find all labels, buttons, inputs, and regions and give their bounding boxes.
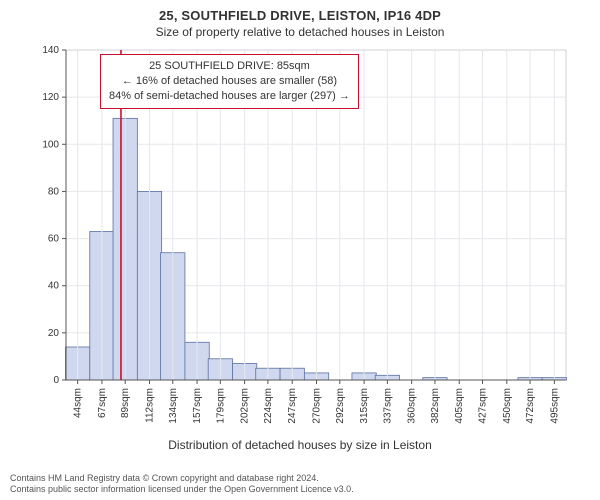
svg-text:100: 100	[42, 139, 59, 150]
svg-text:382sqm: 382sqm	[430, 388, 441, 424]
svg-text:337sqm: 337sqm	[382, 388, 393, 424]
legend-box: 25 SOUTHFIELD DRIVE: 85sqm ← 16% of deta…	[100, 54, 359, 109]
svg-text:270sqm: 270sqm	[312, 388, 323, 424]
page-title: 25, SOUTHFIELD DRIVE, LEISTON, IP16 4DP	[10, 8, 590, 23]
page-subtitle: Size of property relative to detached ho…	[10, 25, 590, 39]
legend-line-3: 84% of semi-detached houses are larger (…	[109, 89, 350, 104]
legend-line-1: 25 SOUTHFIELD DRIVE: 85sqm	[109, 59, 350, 74]
footer-line-2: Contains public sector information licen…	[10, 484, 354, 496]
svg-text:292sqm: 292sqm	[335, 388, 346, 424]
footer-line-1: Contains HM Land Registry data © Crown c…	[10, 473, 354, 485]
svg-text:112sqm: 112sqm	[145, 388, 156, 423]
svg-text:157sqm: 157sqm	[192, 388, 203, 424]
svg-text:427sqm: 427sqm	[477, 388, 488, 424]
x-axis-label: Distribution of detached houses by size …	[0, 438, 600, 452]
svg-text:224sqm: 224sqm	[263, 388, 274, 424]
svg-text:80: 80	[48, 186, 60, 197]
svg-text:405sqm: 405sqm	[454, 388, 465, 424]
svg-text:89sqm: 89sqm	[120, 388, 131, 418]
svg-text:179sqm: 179sqm	[215, 388, 226, 424]
svg-text:202sqm: 202sqm	[240, 388, 251, 424]
svg-text:360sqm: 360sqm	[407, 388, 418, 424]
svg-text:495sqm: 495sqm	[549, 388, 560, 424]
svg-text:247sqm: 247sqm	[287, 388, 298, 424]
svg-text:472sqm: 472sqm	[525, 388, 536, 424]
svg-text:120: 120	[42, 92, 59, 103]
svg-text:315sqm: 315sqm	[359, 388, 370, 424]
svg-text:0: 0	[53, 375, 59, 386]
footer-attribution: Contains HM Land Registry data © Crown c…	[10, 473, 354, 496]
svg-text:140: 140	[42, 45, 59, 56]
svg-text:20: 20	[48, 328, 60, 339]
svg-text:67sqm: 67sqm	[97, 388, 108, 418]
svg-text:450sqm: 450sqm	[502, 388, 513, 424]
svg-text:40: 40	[48, 281, 60, 292]
legend-line-2: ← 16% of detached houses are smaller (58…	[109, 74, 350, 89]
svg-text:44sqm: 44sqm	[73, 388, 84, 418]
svg-text:134sqm: 134sqm	[168, 388, 179, 424]
svg-text:60: 60	[48, 234, 60, 245]
